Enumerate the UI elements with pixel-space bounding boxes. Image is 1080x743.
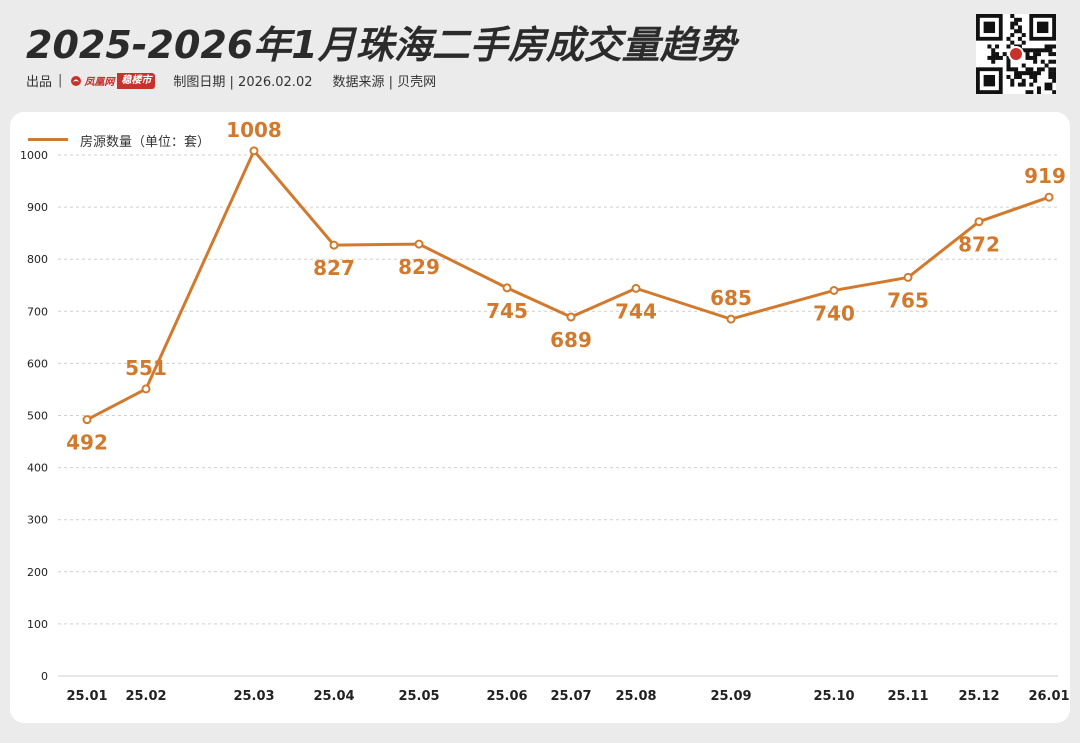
data-points	[82, 146, 1054, 425]
data-point	[566, 312, 576, 322]
qr-code	[976, 14, 1056, 94]
data-point	[726, 314, 736, 324]
publisher-logo: 凤凰网 稳楼市	[68, 72, 156, 89]
data-label: 744	[615, 299, 657, 323]
data-point	[502, 283, 512, 293]
data-label: 551	[125, 356, 167, 380]
data-label: 1008	[226, 118, 282, 142]
data-point	[1044, 192, 1054, 202]
data-label: 765	[887, 288, 929, 312]
x-tick-label: 25.02	[125, 689, 166, 704]
y-tick-label: 500	[27, 410, 48, 423]
x-tick-label: 25.10	[813, 689, 854, 704]
data-point	[141, 384, 151, 394]
y-tick-label: 800	[27, 253, 48, 266]
data-label: 745	[486, 299, 528, 323]
data-label: 872	[958, 233, 1000, 257]
y-tick-label: 0	[41, 670, 48, 683]
x-tick-label: 25.11	[887, 689, 928, 704]
page-title: 2025-2026年1月珠海二手房成交量趋势	[26, 23, 736, 67]
y-tick-label: 300	[27, 514, 48, 527]
y-tick-label: 100	[27, 618, 48, 631]
data-label: 685	[710, 286, 752, 310]
x-tick-label: 25.05	[398, 689, 439, 704]
data-label: 827	[313, 256, 355, 280]
producer-label: 出品	[26, 75, 53, 90]
separator: |	[58, 73, 63, 88]
data-point	[329, 240, 339, 250]
data-label: 740	[813, 301, 855, 325]
data-point	[829, 285, 839, 295]
x-axis-ticks: 25.01 25.02 25.03 25.04 25.05 25.06 25.07 25.08…	[66, 689, 1069, 704]
x-tick-label: 25.07	[550, 689, 591, 704]
y-axis-ticks: 0 100 200 300 400 500 600 700 800 900 1000	[20, 149, 48, 683]
y-tick-label: 1000	[20, 149, 48, 162]
series-line-layer	[85, 149, 1051, 422]
chart-date: 制图日期 | 2026.02.02	[173, 75, 313, 90]
legend-label: 房源数量（单位：套）	[80, 135, 211, 150]
series-line	[85, 149, 1051, 422]
chart-card	[10, 112, 1070, 723]
data-point	[974, 217, 984, 227]
data-point	[414, 239, 424, 249]
y-tick-label: 700	[27, 305, 48, 318]
data-label: 829	[398, 255, 440, 279]
data-label: 919	[1024, 164, 1066, 188]
phoenix-icon	[71, 75, 82, 86]
header: 2025-2026年1月珠海二手房成交量趋势 出品 | 凤凰网 稳楼市 制图日期…	[0, 0, 1080, 112]
data-source: 数据来源 | 贝壳网	[332, 75, 437, 90]
data-point	[903, 272, 913, 282]
x-tick-label: 25.08	[615, 689, 656, 704]
data-point	[82, 415, 92, 425]
logo-suffix: 稳楼市	[117, 72, 156, 89]
data-label: 689	[550, 328, 592, 352]
x-tick-label: 25.06	[486, 689, 527, 704]
y-tick-label: 400	[27, 462, 48, 475]
x-tick-label: 25.12	[958, 689, 999, 704]
x-tick-label: 26.01	[1028, 689, 1069, 704]
logo-text: 凤凰网	[84, 77, 115, 88]
data-label: 492	[66, 431, 108, 455]
grid-layer	[58, 154, 1058, 677]
x-tick-label: 25.04	[313, 689, 354, 704]
x-tick-label: 25.09	[710, 689, 751, 704]
x-tick-label: 25.01	[66, 689, 107, 704]
data-point	[249, 146, 259, 156]
subtitle-line: 出品 | 凤凰网 稳楼市 制图日期 | 2026.02.02 数据来源 | 贝壳…	[26, 71, 436, 90]
x-tick-label: 25.03	[233, 689, 274, 704]
y-tick-label: 600	[27, 357, 48, 370]
data-labels: 492 551 1008 827 829 745 689 744 685 740 765 872 919	[66, 118, 1066, 455]
data-point	[631, 283, 641, 293]
y-tick-label: 900	[27, 201, 48, 214]
legend-swatch	[28, 138, 68, 141]
y-tick-label: 200	[27, 566, 48, 579]
